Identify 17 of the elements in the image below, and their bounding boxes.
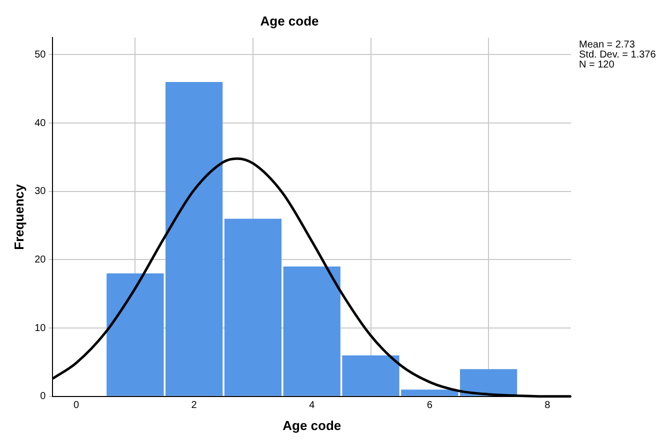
- x-tick-label: 8: [544, 400, 551, 412]
- x-tick-label: 4: [309, 400, 316, 412]
- y-axis-title: Frequency: [11, 183, 26, 250]
- text: N = 120: [579, 59, 615, 70]
- y-tick-label: 10: [34, 322, 46, 334]
- x-axis-title: Age code: [282, 418, 342, 433]
- y-tick-label: 30: [34, 186, 46, 198]
- y-tick-label: 40: [34, 118, 46, 129]
- x-tick-label: 0: [74, 400, 80, 412]
- x-tick-label: 2: [191, 400, 198, 412]
- y-tick-label: 0: [40, 391, 46, 402]
- y-tick-label: 20: [34, 254, 46, 266]
- y-tick-label: 50: [34, 49, 46, 60]
- text: Std. Dev. = 1.376: [579, 49, 656, 60]
- text: Mean = 2.73: [579, 39, 636, 50]
- chart-title: Age code: [260, 13, 319, 28]
- x-tick-label: 6: [426, 400, 433, 412]
